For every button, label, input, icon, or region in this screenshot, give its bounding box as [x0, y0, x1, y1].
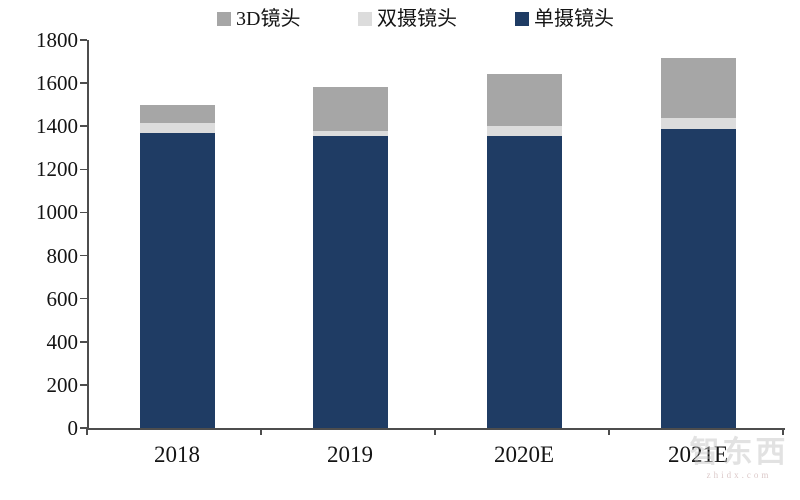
x-axis-tick [608, 428, 610, 435]
legend-swatch-dual-lens [358, 12, 372, 26]
y-axis-tick [80, 427, 87, 429]
bar-segment-2018 [139, 104, 215, 123]
x-axis-label: 2018 [154, 442, 200, 467]
y-axis-line [87, 40, 89, 428]
legend-label-3d-lens: 3D镜头 [236, 8, 301, 30]
x-axis-label: 2019 [327, 442, 373, 467]
y-axis-tick [80, 341, 87, 343]
y-axis-label: 0 [67, 416, 79, 440]
bar-segment-2020E [486, 135, 562, 428]
x-axis-tick [782, 428, 784, 435]
bar-segment-2020E [486, 74, 562, 127]
y-axis-label: 1000 [36, 200, 78, 225]
x-axis-tick [86, 428, 88, 435]
y-axis-tick [80, 297, 87, 300]
bar-segment-2020E [486, 126, 562, 136]
x-axis-label: 2020E [493, 442, 555, 467]
y-axis-tick [80, 39, 87, 41]
y-axis-tick [80, 168, 87, 171]
y-axis-tick [80, 254, 87, 257]
legend-item-dual-lens: 双摄镜头 [358, 8, 457, 30]
x-axis-line [87, 428, 785, 430]
y-axis-tick [80, 82, 87, 84]
y-axis-label: 1800 [36, 28, 78, 52]
legend-label-dual-lens: 双摄镜头 [377, 8, 457, 30]
y-axis-tick [80, 125, 87, 127]
bar-segment-2019 [312, 130, 388, 136]
legend-swatch-single-lens [515, 12, 529, 26]
y-axis-tick [80, 211, 87, 214]
legend-item-3d-lens: 3D镜头 [217, 8, 300, 30]
bar-segment-2019 [312, 87, 388, 131]
bar-segment-2021E [660, 129, 736, 428]
y-axis-label: 800 [46, 243, 79, 268]
bar-segment-2018 [139, 132, 215, 428]
x-axis-label: 2021E [667, 442, 729, 467]
y-axis-label: 600 [46, 286, 79, 311]
legend-swatch-3d-lens [217, 12, 231, 26]
y-axis-label: 200 [46, 372, 79, 397]
y-axis-label: 1400 [36, 114, 78, 139]
y-axis-label: 400 [46, 329, 79, 354]
y-axis-label: 1200 [36, 157, 78, 182]
watermark-url-text: zhidx.com [706, 470, 772, 480]
bar-segment-2018 [139, 122, 215, 133]
legend-label-single-lens: 单摄镜头 [534, 8, 614, 30]
bar-segment-2021E [660, 117, 736, 130]
y-axis-label: 1600 [36, 71, 78, 96]
x-axis-tick [260, 428, 262, 435]
bar-segment-2021E [660, 58, 736, 118]
y-axis-tick [80, 384, 87, 386]
legend-item-single-lens: 单摄镜头 [515, 8, 614, 30]
bar-segment-2019 [312, 135, 388, 428]
x-axis-tick [434, 428, 436, 435]
